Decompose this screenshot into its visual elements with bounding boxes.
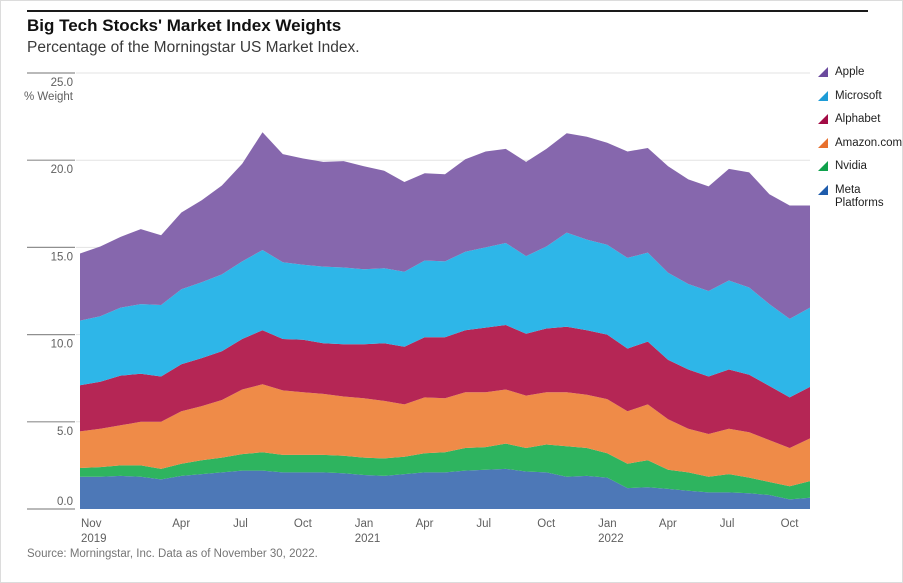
legend-label: Meta Platforms (835, 183, 884, 210)
area-nvidia (80, 443, 810, 500)
y-tick-label: 25.0 (51, 77, 73, 89)
area-alphabet (80, 325, 810, 448)
x-tick-label: Nov (81, 518, 102, 530)
legend-label: Amazon.com (835, 136, 903, 149)
legend-label: Alphabet (835, 113, 881, 125)
area-meta-platforms (80, 468, 810, 509)
source-note: Source: Morningstar, Inc. Data as of Nov… (27, 548, 318, 560)
legend-item-alphabet: Alphabet (818, 113, 900, 127)
x-tick-year-label: 2022 (598, 533, 624, 545)
x-tick-label: Jul (476, 518, 491, 530)
chart-legend: Apple Microsoft Alphabet Amazon.com Nvid… (818, 66, 903, 221)
y-tick-label: 10.0 (51, 339, 73, 351)
x-tick-year-label: 2019 (81, 533, 107, 545)
x-tick-label: Oct (537, 518, 556, 530)
y-tick-label: 0.0 (57, 496, 73, 508)
legend-triangle-icon (818, 137, 828, 148)
area-apple (80, 132, 810, 321)
y-axis-unit-label: % Weight (24, 91, 74, 103)
y-tick-label: 20.0 (51, 164, 73, 176)
legend-triangle-icon (818, 184, 828, 195)
x-tick-label: Oct (294, 518, 313, 530)
x-tick-label: Jan (355, 518, 374, 530)
x-tick-label: Apr (416, 518, 434, 530)
legend-label: Nvidia (835, 160, 867, 172)
legend-item-nvidia: Nvidia (818, 160, 900, 174)
header-rule (27, 10, 868, 12)
legend-triangle-icon (818, 114, 828, 124)
x-tick-label: Apr (172, 518, 190, 530)
legend-item-amazon: Amazon.com (818, 136, 903, 151)
legend-item-microsoft: Microsoft (818, 90, 900, 104)
legend-label: Microsoft (835, 89, 882, 102)
area-microsoft (80, 232, 810, 398)
x-tick-label: Jan (598, 518, 617, 530)
area-amazon-com (80, 384, 810, 487)
legend-label: Apple (835, 66, 865, 78)
legend-item-apple: Apple (818, 66, 900, 80)
page-title: Big Tech Stocks' Market Index Weights (27, 16, 342, 35)
x-tick-label: Jul (233, 518, 248, 530)
x-tick-label: Apr (659, 518, 677, 530)
y-tick-label: 5.0 (57, 426, 73, 438)
y-tick-label: 15.0 (51, 251, 73, 263)
x-tick-label: Jul (720, 518, 735, 530)
legend-triangle-icon (818, 161, 828, 171)
x-tick-label: Oct (781, 518, 800, 530)
x-tick-year-label: 2021 (355, 533, 381, 545)
legend-triangle-icon (818, 90, 828, 101)
legend-item-meta: Meta Platforms (818, 184, 900, 211)
page-subtitle: Percentage of the Morningstar US Market … (27, 39, 360, 56)
legend-triangle-icon (818, 67, 828, 77)
